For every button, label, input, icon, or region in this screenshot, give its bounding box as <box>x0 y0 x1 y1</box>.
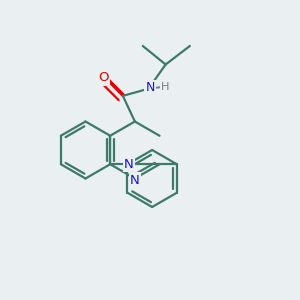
Text: O: O <box>98 71 109 84</box>
Text: N: N <box>124 158 134 171</box>
Text: N: N <box>145 81 155 94</box>
Text: N: N <box>130 173 140 187</box>
Text: H: H <box>161 82 170 92</box>
